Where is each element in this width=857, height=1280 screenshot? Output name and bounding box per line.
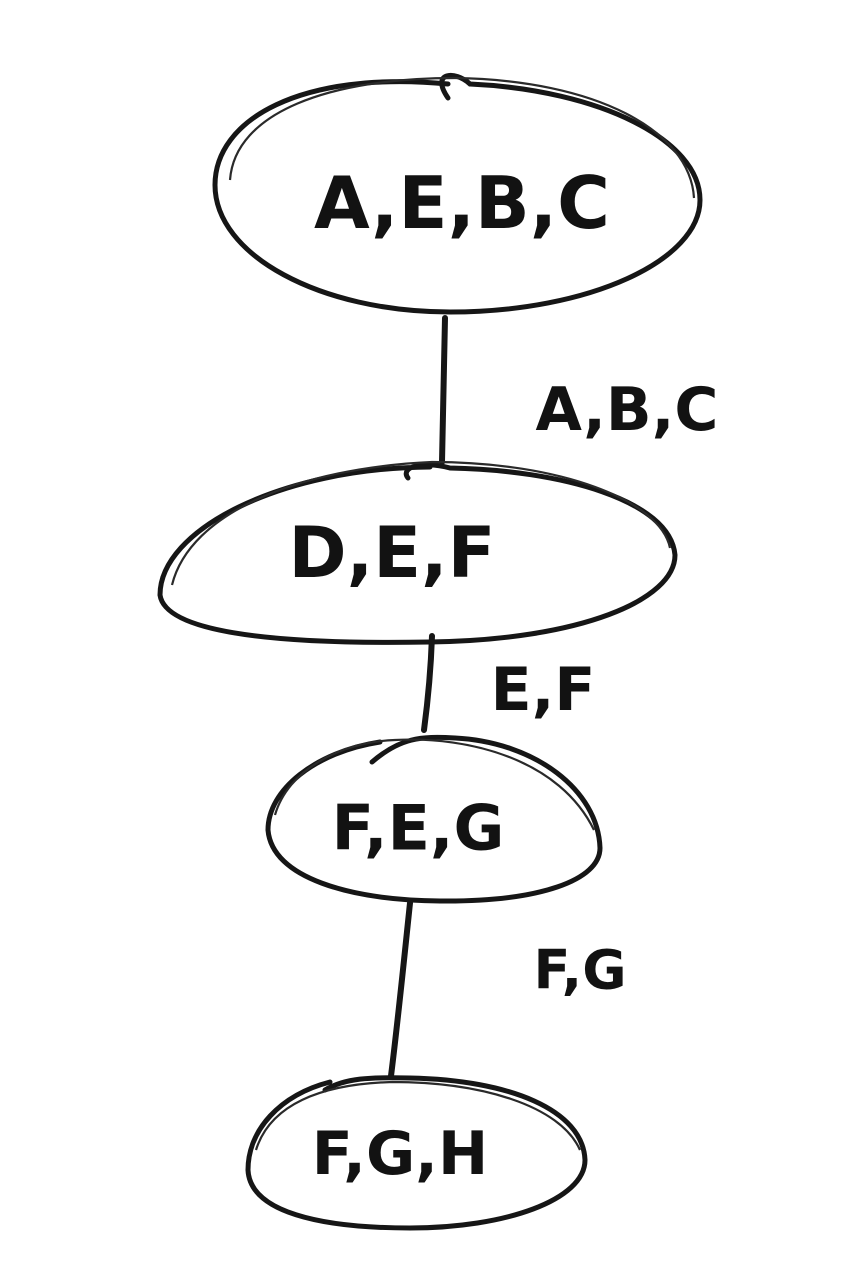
node-3-outline-trace bbox=[273, 738, 595, 831]
edge-3-label: F,G bbox=[533, 939, 626, 1002]
node-4: F,G,H bbox=[245, 1075, 588, 1231]
node-3-outline bbox=[265, 734, 603, 904]
node-4-outline-trace bbox=[254, 1080, 582, 1151]
node-3: F,E,G bbox=[265, 734, 603, 904]
edge-2-label: E,F bbox=[491, 655, 596, 725]
node-2: D,E,F bbox=[157, 460, 678, 645]
node-2-outline bbox=[157, 462, 678, 645]
node-1-outline-trace bbox=[228, 76, 696, 199]
node-1-outline bbox=[212, 73, 703, 315]
node-2-outline-trace bbox=[170, 460, 672, 586]
edge-1-label: A,B,C bbox=[536, 375, 719, 445]
node-4-label: F,G,H bbox=[312, 1119, 488, 1189]
edge-node2-node3 bbox=[421, 633, 435, 733]
node-3-label: F,E,G bbox=[332, 792, 505, 865]
node-1: A,E,B,C bbox=[212, 73, 703, 315]
node-1-label: A,E,B,C bbox=[314, 161, 610, 245]
edge-node3-node4 bbox=[388, 900, 413, 1079]
edge-node1-node2 bbox=[439, 315, 448, 465]
node-4-outline bbox=[245, 1075, 588, 1231]
node-2-label: D,E,F bbox=[289, 512, 496, 594]
